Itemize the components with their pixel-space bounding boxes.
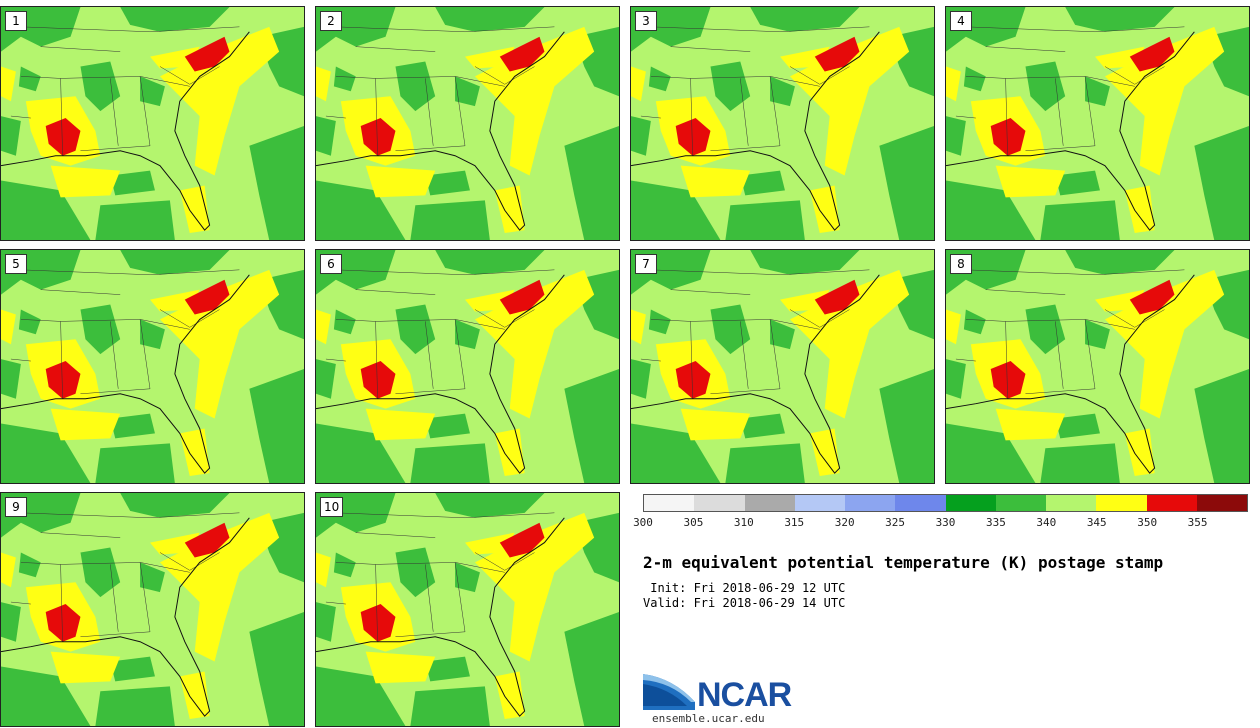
theta-e-field-map [946, 250, 1249, 483]
member-number-label: 9 [5, 497, 27, 517]
colorbar-tick-label: 325 [885, 516, 906, 529]
theta-e-field-map [316, 493, 619, 726]
theta-e-field-map [1, 250, 304, 483]
logo-url: ensemble.ucar.edu [652, 712, 765, 725]
colorbar-tick-label: 320 [834, 516, 855, 529]
ensemble-member-map: 10 [315, 492, 620, 727]
member-number-label: 1 [5, 11, 27, 31]
colorbar-segment [895, 495, 946, 511]
chart-title: 2-m equivalent potential temperature (K)… [643, 553, 1164, 572]
theta-e-field-map [631, 250, 934, 483]
ensemble-member-map: 9 [0, 492, 305, 727]
colorbar-tick-label: 355 [1187, 516, 1208, 529]
member-number-label: 3 [635, 11, 657, 31]
ncar-logo-icon [643, 674, 695, 710]
colorbar-segment [644, 495, 695, 511]
colorbar-tick-label: 340 [1036, 516, 1057, 529]
colorbar-tick-label: 310 [733, 516, 754, 529]
theta-e-field-map [1, 7, 304, 240]
colorbar-segment [794, 495, 845, 511]
member-number-label: 4 [950, 11, 972, 31]
colorbar-tick-label: 315 [784, 516, 805, 529]
ensemble-member-map: 6 [315, 249, 620, 484]
colorbar-tick-label: 305 [683, 516, 704, 529]
ensemble-member-map: 3 [630, 6, 935, 241]
colorbar-segment [845, 495, 896, 511]
colorbar-segment [744, 495, 795, 511]
logo-text: NCAR [697, 676, 792, 714]
member-number-label: 7 [635, 254, 657, 274]
colorbar-segment [1096, 495, 1147, 511]
colorbar-tick-label: 350 [1137, 516, 1158, 529]
valid-time: Valid: Fri 2018-06-29 14 UTC [643, 596, 846, 610]
theta-e-field-map [946, 7, 1249, 240]
colorbar-tick-label: 345 [1086, 516, 1107, 529]
member-number-label: 6 [320, 254, 342, 274]
theta-e-field-map [316, 250, 619, 483]
ensemble-member-map: 1 [0, 6, 305, 241]
colorbar-segment [694, 495, 745, 511]
member-number-label: 5 [5, 254, 27, 274]
colorbar-segment [945, 495, 996, 511]
colorbar-tick-label: 300 [633, 516, 653, 529]
theta-e-field-map [631, 7, 934, 240]
member-number-label: 2 [320, 11, 342, 31]
ensemble-member-map: 5 [0, 249, 305, 484]
ensemble-member-map: 4 [945, 6, 1250, 241]
colorbar-tick-label: 335 [985, 516, 1006, 529]
colorbar-tick-label: 330 [935, 516, 956, 529]
colorbar-segment [1196, 495, 1247, 511]
colorbar-segment [1046, 495, 1097, 511]
theta-e-field-map [316, 7, 619, 240]
member-number-label: 10 [320, 497, 344, 517]
ensemble-member-map: 7 [630, 249, 935, 484]
ensemble-member-map: 2 [315, 6, 620, 241]
init-time: Init: Fri 2018-06-29 12 UTC [643, 581, 846, 595]
ensemble-member-map: 8 [945, 249, 1250, 484]
colorbar-segment [995, 495, 1046, 511]
member-number-label: 8 [950, 254, 972, 274]
colorbar [643, 494, 1248, 512]
theta-e-field-map [1, 493, 304, 726]
colorbar-ticks: 300 305 310 315 320 325 330 335 340 345 350 355 [633, 516, 1248, 530]
colorbar-segment [1146, 495, 1197, 511]
